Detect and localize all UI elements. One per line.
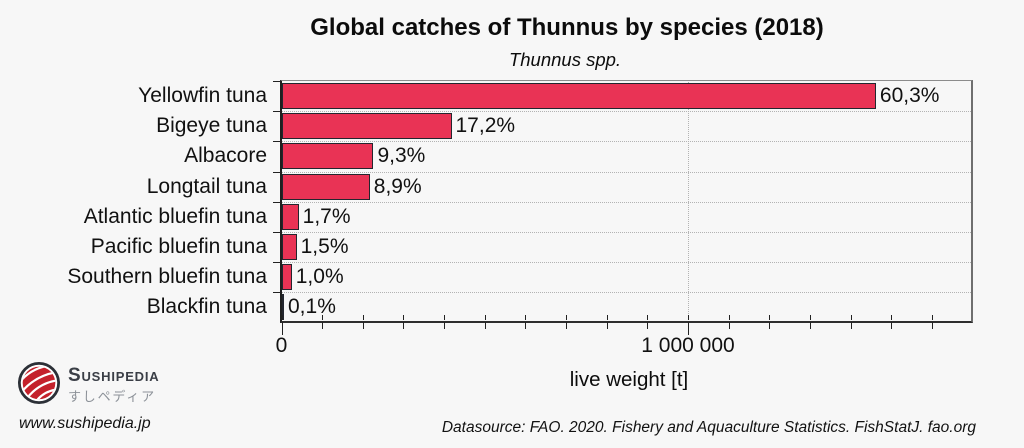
chart-subtitle: Thunnus spp.	[508, 49, 622, 70]
website-url: www.sushipedia.jp	[19, 415, 151, 432]
bar-pacific-bluefin-tuna	[282, 233, 297, 260]
x-axis-tick-inner	[362, 315, 364, 320]
x-axis-tick	[728, 322, 730, 329]
x-axis-tick	[850, 322, 852, 329]
y-axis-tick	[273, 262, 281, 264]
x-axis-tick	[566, 322, 568, 329]
gridline-vertical	[688, 82, 689, 320]
x-axis-label: live weight [t]	[569, 368, 689, 391]
category-label-albacore: Albacore	[184, 144, 267, 168]
gridline-horizontal	[282, 201, 971, 203]
value-label-blackfin-tuna: 0,1%	[288, 295, 336, 319]
x-axis-tick-inner	[891, 315, 893, 320]
gridline-horizontal	[282, 171, 971, 173]
category-label-pacific-bluefin-tuna: Pacific bluefin tuna	[90, 235, 267, 259]
y-axis-tick	[273, 292, 281, 294]
x-axis-tick	[891, 322, 893, 329]
x-axis-tick-inner	[647, 315, 649, 320]
brand-name-japanese: すしペディア	[68, 389, 156, 404]
value-label-southern-bluefin-tuna: 1,0%	[295, 265, 344, 289]
x-axis-tick-inner	[322, 315, 324, 320]
gridline-horizontal	[282, 262, 971, 264]
x-tick-label: 0	[275, 334, 288, 357]
x-axis-tick-inner	[809, 315, 811, 320]
x-axis-tick	[769, 322, 771, 329]
category-label-blackfin-tuna: Blackfin tuna	[146, 295, 267, 319]
gridline-horizontal	[282, 111, 971, 113]
x-axis-tick-inner	[606, 315, 608, 320]
y-axis-tick	[273, 111, 281, 113]
x-axis-tick	[322, 322, 324, 329]
x-axis-tick	[403, 322, 405, 329]
plot-border	[280, 80, 973, 323]
sushipedia-logo-icon	[17, 361, 61, 405]
bar-albacore	[282, 143, 374, 170]
category-label-longtail-tuna: Longtail tuna	[146, 174, 267, 198]
x-axis-tick-inner	[728, 315, 730, 320]
x-axis-tick	[525, 322, 527, 329]
value-label-longtail-tuna: 8,9%	[373, 174, 422, 198]
value-label-atlantic-bluefin-tuna: 1,7%	[302, 204, 351, 228]
x-tick-label: 1 000 000	[641, 334, 735, 357]
x-axis-tick	[688, 322, 689, 335]
datasource-note: Datasource: FAO. 2020. Fishery and Aquac…	[441, 419, 976, 436]
bar-yellowfin-tuna	[282, 83, 876, 109]
value-label-bigeye-tuna: 17,2%	[455, 114, 516, 138]
x-axis-tick-inner	[281, 315, 283, 320]
gridline-horizontal	[282, 231, 971, 233]
x-axis-tick	[931, 322, 933, 329]
x-axis-tick	[606, 322, 608, 329]
x-axis-tick-inner	[566, 315, 568, 320]
value-label-pacific-bluefin-tuna: 1,5%	[300, 235, 349, 259]
x-axis-tick-inner	[688, 315, 689, 320]
y-axis-tick	[273, 201, 281, 203]
gridline-horizontal	[282, 141, 971, 143]
x-axis-tick-inner	[444, 315, 446, 320]
value-label-yellowfin-tuna: 60,3%	[879, 84, 940, 108]
bar-longtail-tuna	[282, 173, 370, 200]
y-axis-tick	[273, 231, 281, 233]
bar-atlantic-bluefin-tuna	[282, 203, 299, 230]
bar-bigeye-tuna	[282, 113, 452, 140]
y-axis-tick	[273, 171, 281, 173]
category-label-atlantic-bluefin-tuna: Atlantic bluefin tuna	[83, 204, 267, 228]
brand-name: Sushipedia	[68, 365, 160, 386]
bar-southern-bluefin-tuna	[282, 264, 292, 291]
category-label-yellowfin-tuna: Yellowfin tuna	[138, 84, 267, 108]
gridline-horizontal	[282, 292, 971, 294]
x-axis-tick-inner	[850, 315, 852, 320]
x-axis-tick	[647, 322, 649, 329]
x-axis-tick-inner	[403, 315, 405, 320]
chart-title: Global catches of Thunnus by species (20…	[310, 14, 824, 41]
category-label-southern-bluefin-tuna: Southern bluefin tuna	[67, 265, 267, 289]
y-axis-tick	[273, 141, 281, 143]
category-label-bigeye-tuna: Bigeye tuna	[156, 114, 267, 138]
x-axis-tick	[444, 322, 446, 329]
bar-blackfin-tuna	[282, 294, 284, 321]
x-axis-tick-inner	[484, 315, 486, 320]
x-axis-tick-inner	[525, 315, 527, 320]
x-axis-tick	[362, 322, 364, 329]
y-axis-tick	[273, 81, 281, 82]
x-axis-tick-inner	[931, 315, 933, 320]
x-axis-tick-inner	[769, 315, 771, 320]
x-axis-tick	[809, 322, 811, 329]
value-label-albacore: 9,3%	[377, 144, 426, 168]
x-axis-tick	[484, 322, 486, 329]
x-axis-tick	[281, 322, 283, 335]
